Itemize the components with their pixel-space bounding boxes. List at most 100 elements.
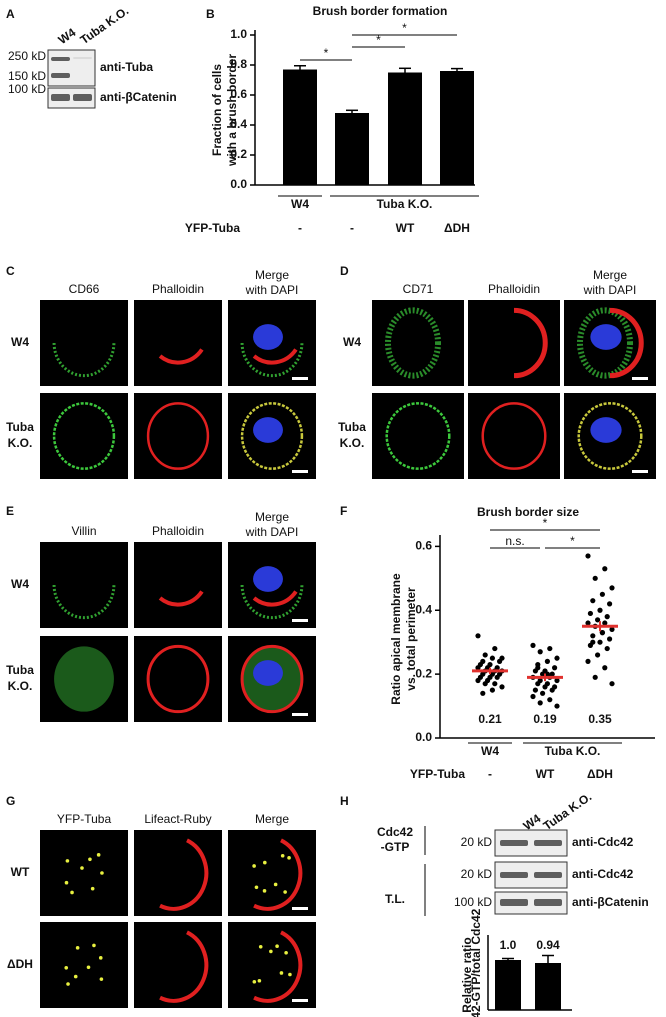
- point: [475, 677, 481, 684]
- point: [554, 677, 560, 684]
- stain: [288, 972, 292, 977]
- blot: [47, 87, 96, 109]
- panel-letter: F: [340, 504, 347, 518]
- value-label: 1.0: [500, 938, 517, 952]
- row-label: Tuba: [6, 420, 34, 434]
- column-label: Villin: [71, 524, 96, 538]
- significance-label: n.s.: [505, 534, 524, 548]
- blot-band: [534, 840, 562, 846]
- nucleus: [253, 417, 283, 443]
- stain: [52, 584, 116, 620]
- point: [602, 566, 608, 572]
- x-category-title: YFP-Tuba: [185, 221, 240, 235]
- value-label: 0.94: [536, 938, 560, 952]
- stain: [275, 944, 279, 948]
- column-label: Merge: [593, 268, 627, 282]
- significance-label: *: [543, 516, 548, 530]
- stain: [159, 930, 209, 1003]
- stain: [80, 866, 84, 870]
- stain: [280, 853, 285, 858]
- stain: [257, 978, 262, 983]
- stain: [252, 590, 298, 607]
- point: [587, 610, 594, 617]
- point: [482, 681, 488, 687]
- point: [532, 687, 539, 693]
- group-label: Tuba K.O.: [545, 744, 601, 758]
- point: [554, 703, 560, 709]
- y-tick-label: 0.2: [230, 147, 247, 161]
- point: [599, 591, 606, 597]
- y-axis-label: Ratio apical membrane: [389, 573, 403, 705]
- stain: [52, 402, 116, 470]
- point: [489, 687, 495, 693]
- marker: 100 kD: [8, 82, 46, 96]
- antibody: anti-Cdc42: [572, 867, 634, 881]
- bar: [535, 963, 561, 1010]
- point: [544, 671, 551, 677]
- point: [597, 639, 603, 645]
- stain: [385, 402, 451, 470]
- bar: [283, 69, 317, 185]
- stain: [513, 307, 548, 379]
- marker: 250 kD: [8, 49, 46, 63]
- column-label: Merge: [255, 268, 289, 282]
- y-tick-label: 0.4: [230, 117, 247, 131]
- stain: [158, 348, 204, 365]
- stain: [263, 860, 267, 865]
- point: [537, 700, 543, 706]
- stain: [240, 402, 304, 470]
- stain: [86, 965, 91, 970]
- y-axis-label: Relative ratio: [460, 937, 474, 1012]
- blot-band: [51, 57, 70, 61]
- x-tick-label: ΔDH: [444, 221, 470, 235]
- row-label: K.O.: [8, 436, 33, 450]
- blot-band: [500, 872, 528, 878]
- column-label: CD66: [69, 282, 100, 296]
- nucleus: [253, 324, 283, 350]
- group-label: -GTP: [381, 840, 410, 854]
- stain: [284, 950, 288, 955]
- blot: [47, 49, 96, 87]
- point: [549, 687, 555, 693]
- stain: [252, 348, 298, 365]
- point: [540, 671, 546, 677]
- stain: [96, 853, 101, 857]
- stain: [54, 646, 114, 712]
- y-axis-label: Fraction of cells: [210, 64, 224, 156]
- row-label: W4: [11, 577, 29, 591]
- point: [492, 645, 498, 652]
- y-tick-label: 0.4: [415, 602, 432, 616]
- stain: [253, 930, 303, 1003]
- stain: [52, 342, 116, 378]
- column-label: Phalloidin: [152, 524, 204, 538]
- stain: [240, 342, 304, 378]
- point: [542, 684, 548, 690]
- bar: [335, 113, 369, 185]
- point: [595, 652, 601, 658]
- stain: [258, 944, 263, 949]
- row-label: W4: [11, 335, 29, 349]
- micrograph: [372, 300, 464, 386]
- column-label: Merge: [255, 812, 289, 826]
- mean-label: 0.35: [588, 712, 612, 726]
- x-tick-label: -: [488, 767, 492, 781]
- scale-bar: [292, 999, 308, 1002]
- point: [540, 690, 546, 696]
- point: [592, 575, 598, 581]
- stain: [64, 880, 69, 885]
- scale-bar: [292, 377, 308, 380]
- x-tick-label: -: [350, 221, 354, 235]
- antibody: anti-βCatenin: [572, 895, 649, 909]
- point: [547, 645, 553, 652]
- stain: [159, 838, 209, 911]
- y-tick-label: 0.0: [415, 730, 432, 744]
- column-label: with DAPI: [245, 283, 299, 297]
- stain: [269, 949, 273, 954]
- marker: 20 kD: [461, 867, 493, 881]
- group-label: Cdc42: [377, 825, 413, 839]
- point: [499, 684, 505, 690]
- stain: [64, 965, 69, 970]
- significance-label: *: [324, 46, 329, 60]
- stain: [73, 974, 78, 979]
- panel-letter: D: [340, 264, 349, 278]
